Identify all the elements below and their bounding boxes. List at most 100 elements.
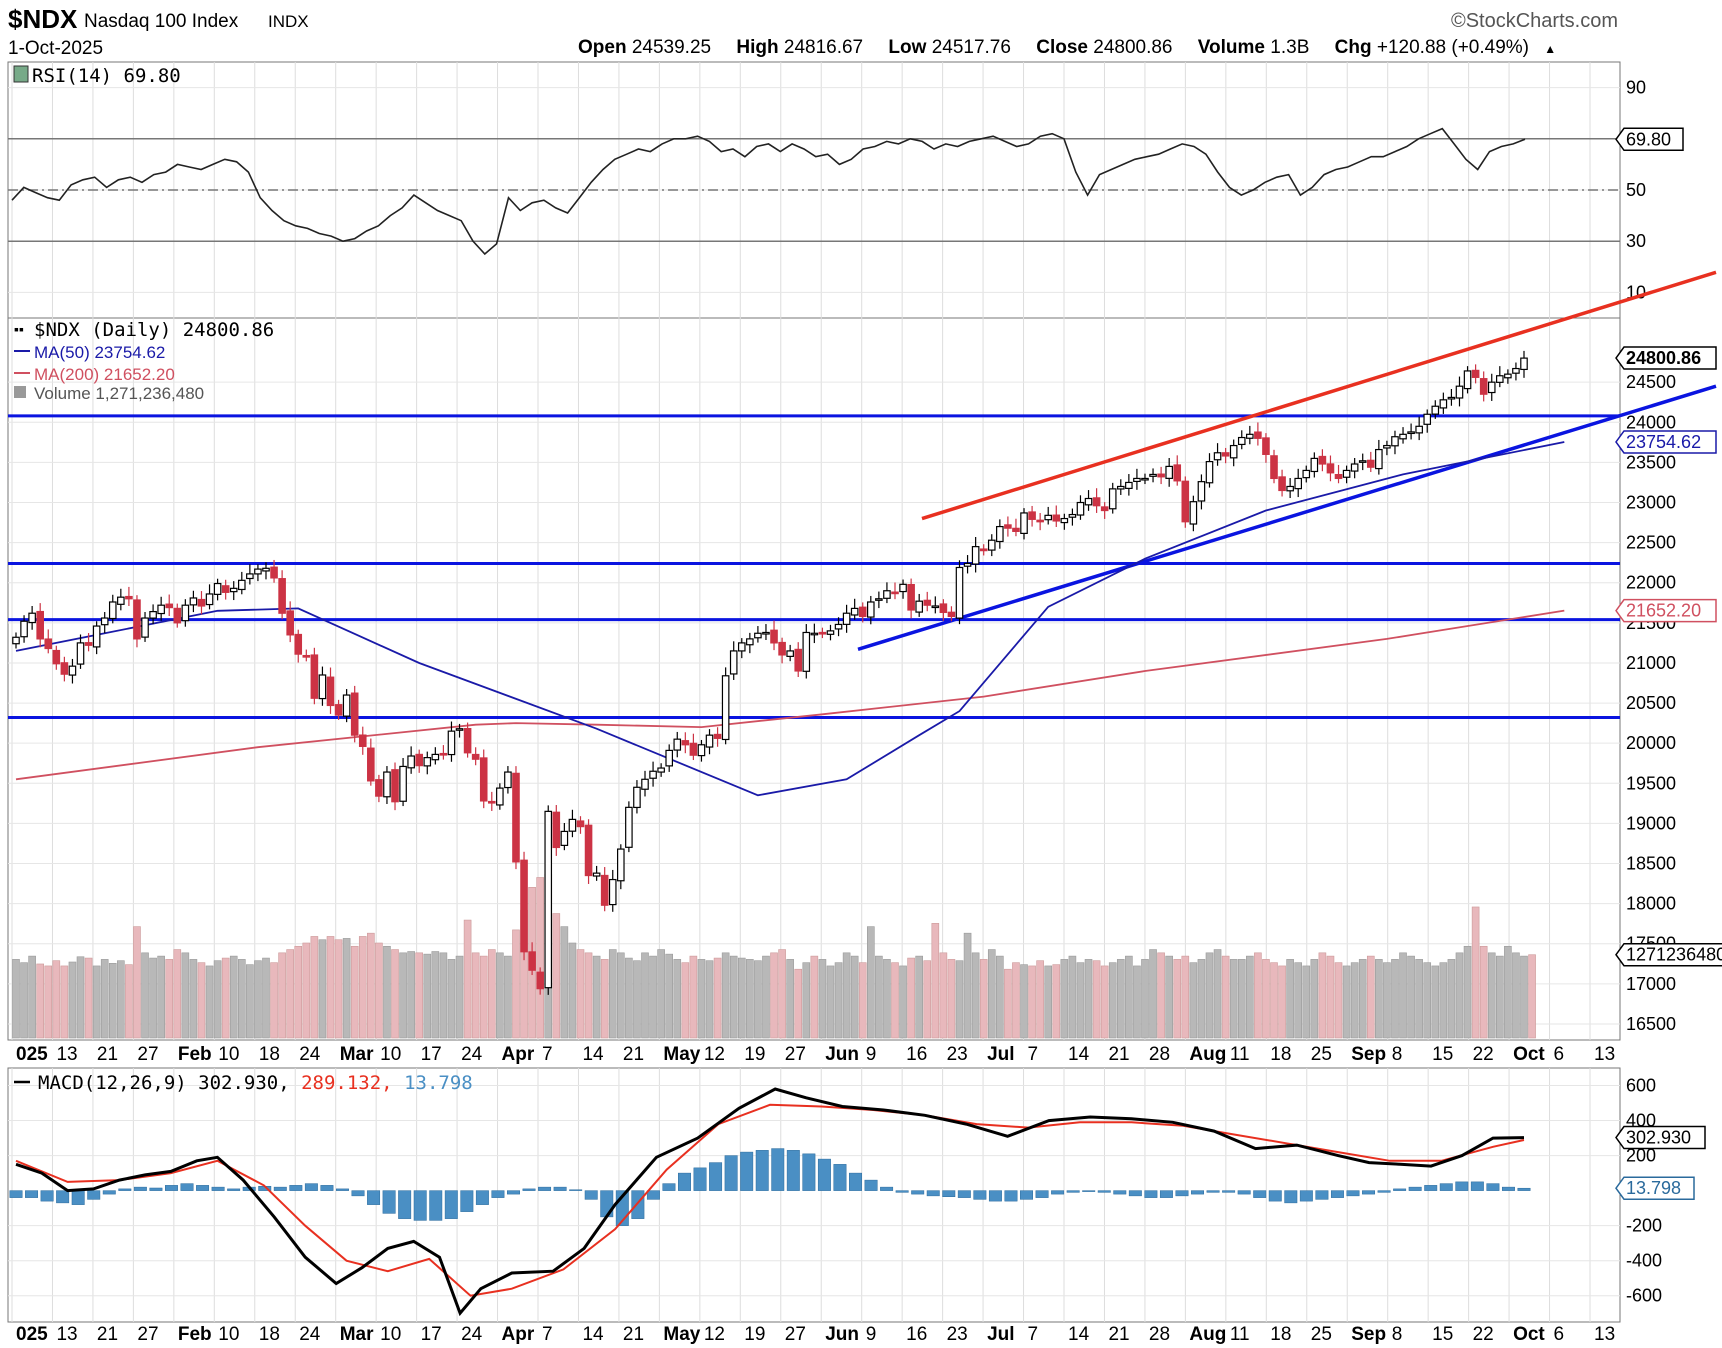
- candle-body: [68, 665, 77, 676]
- volume-bar: [133, 926, 141, 1039]
- x-tick-label: 9: [866, 1324, 877, 1345]
- price-tick-label: 24500: [1626, 372, 1676, 392]
- candle-body: [294, 633, 303, 655]
- candle-body: [246, 573, 254, 580]
- volume-bar: [1068, 955, 1077, 1039]
- volume-bar: [939, 952, 948, 1039]
- candle-body: [310, 654, 319, 699]
- volume-bar: [1528, 954, 1536, 1039]
- candle-body: [181, 604, 190, 622]
- candle-body: [568, 818, 577, 832]
- close-label: Close: [1036, 37, 1088, 58]
- candle-body: [1407, 431, 1415, 435]
- candle-body: [125, 595, 133, 600]
- candle-body: [278, 578, 286, 614]
- volume-bar: [36, 963, 44, 1039]
- volume-bar: [963, 932, 972, 1039]
- volume-bar: [883, 959, 891, 1039]
- macd-histogram-bar: [553, 1186, 567, 1191]
- volume-bar: [754, 960, 762, 1039]
- volume-bar: [221, 957, 230, 1039]
- volume-bar: [850, 955, 859, 1039]
- candle-body: [625, 806, 633, 848]
- macd-histogram-bar: [740, 1151, 754, 1191]
- volume-bar: [1028, 965, 1036, 1039]
- macd-histogram-bar: [1362, 1190, 1376, 1195]
- volume-bar: [12, 959, 20, 1039]
- volume-bar: [891, 962, 899, 1039]
- macd-tick-label: -200: [1626, 1216, 1662, 1236]
- macd-signal-line: [15, 1103, 1525, 1297]
- candle-body: [1181, 480, 1190, 523]
- candle-body: [512, 772, 520, 863]
- macd-histogram-bar: [755, 1150, 769, 1191]
- x-tick-label: Feb: [178, 1044, 212, 1065]
- candle-body: [1375, 448, 1383, 470]
- volume-bar: [1084, 959, 1093, 1039]
- macd-histogram-bar: [1191, 1190, 1204, 1195]
- volume-bar: [552, 913, 561, 1039]
- candle-body: [165, 603, 174, 609]
- candle-body: [1205, 460, 1214, 484]
- volume-bar: [318, 939, 327, 1039]
- x-tick-label: 19: [744, 1044, 765, 1065]
- volume-bar: [1052, 964, 1061, 1039]
- macd-hist-value-tag: 13.798: [1626, 1178, 1681, 1198]
- x-tick-label: 18: [1270, 1044, 1291, 1065]
- macd-tick-label: 600: [1626, 1076, 1656, 1096]
- volume-bar: [608, 949, 617, 1039]
- x-tick-label: 6: [1554, 1324, 1565, 1345]
- x-tick-label: Jun: [825, 1324, 859, 1345]
- candle-body: [1004, 524, 1012, 529]
- volume-bar: [858, 962, 867, 1039]
- macd-tick-label: 200: [1626, 1146, 1656, 1166]
- volume-bar: [60, 965, 69, 1039]
- price-tick-label: 19000: [1626, 813, 1676, 833]
- candle-body: [528, 951, 536, 971]
- x-tick-label: Jun: [825, 1044, 859, 1065]
- volume-bar: [1020, 964, 1028, 1039]
- volume-bar: [1044, 965, 1053, 1039]
- macd-histogram-bar: [584, 1190, 598, 1200]
- volume-bar: [1375, 959, 1383, 1039]
- volume-bar: [205, 965, 214, 1039]
- volume-bar: [487, 949, 496, 1039]
- candle-body: [649, 770, 657, 779]
- candle-body: [1036, 519, 1044, 523]
- candle-body: [713, 733, 722, 739]
- macd-histogram-bar: [398, 1190, 412, 1219]
- volume-bar: [1197, 959, 1206, 1039]
- candle-body: [254, 568, 262, 575]
- x-tick-label: Jul: [987, 1324, 1014, 1345]
- volume-bar: [955, 960, 964, 1039]
- macd-histogram-bar: [895, 1190, 909, 1193]
- x-tick-label: 24: [299, 1324, 321, 1345]
- candle-body: [1221, 452, 1230, 457]
- volume-bar: [326, 936, 335, 1039]
- candle-body: [520, 859, 528, 953]
- x-tick-label: 16: [906, 1044, 927, 1065]
- candle-body: [617, 848, 625, 882]
- candle-body: [1068, 513, 1077, 518]
- volume-bar: [423, 953, 432, 1039]
- macd-histogram-bar: [320, 1185, 334, 1191]
- candle-body: [955, 566, 964, 619]
- close-value-tag-box: [1615, 346, 1717, 370]
- volume-bar: [810, 955, 819, 1039]
- high-value: 24816.67: [783, 37, 864, 58]
- volume-bar: [1254, 952, 1262, 1039]
- low-label: Low: [888, 37, 927, 58]
- candle-body: [92, 625, 101, 648]
- macd-histogram-bar: [1501, 1186, 1515, 1191]
- volume-bar: [1237, 959, 1246, 1039]
- volume-bar: [794, 968, 803, 1039]
- chart-date: 1-Oct-2025: [8, 38, 104, 59]
- volume-label: Volume: [1197, 37, 1265, 58]
- x-tick-label: Aug: [1189, 1324, 1226, 1345]
- macd-legend: MACD(12,26,9) 302.930, 289.132, 13.798: [38, 1072, 473, 1094]
- brand-logo[interactable]: ©StockCharts.com: [1450, 10, 1618, 32]
- candle-body: [487, 800, 496, 804]
- candle-body: [1471, 369, 1480, 378]
- x-tick-label: 25: [1311, 1044, 1332, 1065]
